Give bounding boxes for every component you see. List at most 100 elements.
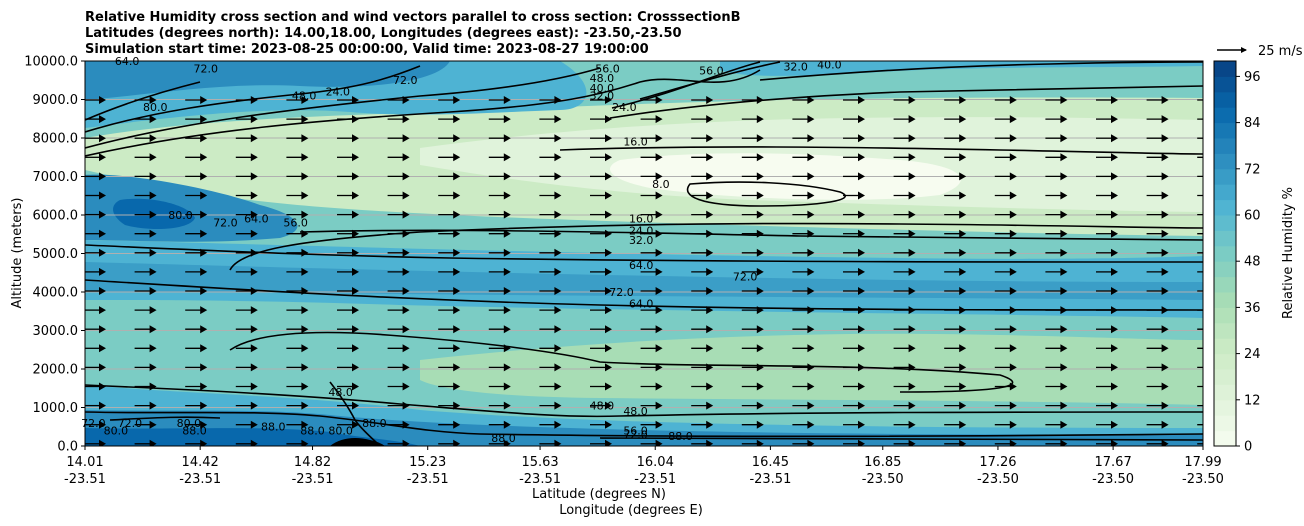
x-tick-label-lon: -23.51 bbox=[64, 472, 106, 487]
wind-vector-head bbox=[503, 115, 511, 124]
wind-vector-head bbox=[706, 420, 714, 429]
wind-vector-head bbox=[402, 306, 410, 315]
wind-vector-head bbox=[503, 344, 511, 353]
wind-vector-head bbox=[605, 382, 612, 391]
wind-vector-head bbox=[402, 420, 410, 429]
wind-vector-head bbox=[200, 153, 208, 162]
wind-vector-head bbox=[1060, 363, 1068, 372]
wind-vector-head bbox=[250, 363, 258, 372]
x-tick-label-lat: 15.23 bbox=[409, 455, 446, 470]
wind-vector-head bbox=[605, 210, 612, 219]
wind-vector-head bbox=[200, 96, 208, 104]
wind-vector-head bbox=[99, 248, 106, 257]
wind-vector-head bbox=[605, 153, 612, 162]
wind-vector-head bbox=[959, 439, 967, 446]
wind-vector-head bbox=[756, 401, 764, 410]
wind-vector-head bbox=[1161, 191, 1169, 200]
wind-vector-head bbox=[605, 459, 612, 467]
wind-vector-head bbox=[807, 96, 815, 104]
wind-vector-head bbox=[200, 325, 208, 334]
wind-vector-head bbox=[554, 191, 562, 200]
wind-vectors bbox=[85, 96, 1203, 467]
wind-vector-head bbox=[959, 153, 967, 162]
wind-vector-head bbox=[655, 344, 663, 353]
wind-vector-head bbox=[1060, 210, 1068, 219]
y-tick-label: 4000.0 bbox=[33, 286, 79, 301]
wind-vector-head bbox=[554, 153, 562, 162]
wind-vector-head bbox=[149, 96, 157, 104]
x-tick-label-lon: -23.50 bbox=[862, 472, 904, 487]
wind-vector-head bbox=[807, 229, 815, 238]
field-top-very-moist bbox=[85, 61, 450, 100]
wind-vector-head bbox=[149, 363, 157, 372]
wind-vector-head bbox=[200, 420, 208, 429]
wind-vector-head bbox=[655, 382, 663, 391]
wind-vector-head bbox=[655, 134, 663, 143]
wind-vector-head bbox=[402, 401, 410, 410]
wind-vector-head bbox=[554, 267, 562, 276]
wind-key-label: 25 m/s bbox=[1258, 44, 1303, 59]
wind-vector-head bbox=[453, 210, 461, 219]
wind-vector-head bbox=[200, 306, 208, 315]
wind-vector-head bbox=[453, 191, 461, 200]
wind-vector-head bbox=[605, 401, 612, 410]
wind-vector-head bbox=[453, 248, 461, 257]
wind-vector-head bbox=[301, 420, 309, 429]
wind-vector-head bbox=[352, 344, 359, 353]
wind-vector-head bbox=[250, 210, 258, 219]
wind-vector-head bbox=[301, 306, 309, 315]
wind-vector-head bbox=[1009, 248, 1017, 257]
wind-vector-head bbox=[554, 115, 562, 124]
wind-vector-head bbox=[554, 401, 562, 410]
wind-vector-head bbox=[402, 382, 410, 391]
wind-vector-head bbox=[756, 267, 764, 276]
x-tick-label-lat: 17.99 bbox=[1184, 455, 1221, 470]
wind-vector-head bbox=[352, 325, 359, 334]
wind-vector-head bbox=[1111, 420, 1118, 429]
wind-vector-head bbox=[301, 267, 309, 276]
wind-vector-head bbox=[250, 153, 258, 162]
wind-vector-head bbox=[402, 153, 410, 162]
wind-vector-head bbox=[1009, 344, 1017, 353]
wind-vector-head bbox=[1111, 382, 1118, 391]
x-axis: 14.01 -23.51 14.42 -23.51 14.82 -23.51 15.23 -2… bbox=[64, 446, 1224, 487]
contour-line-mid bbox=[299, 229, 1203, 241]
wind-vector-head bbox=[807, 325, 815, 334]
wind-vector-head bbox=[149, 115, 157, 124]
wind-vector-head bbox=[1161, 229, 1169, 238]
wind-vector-head bbox=[959, 191, 967, 200]
wind-vector-head bbox=[402, 134, 410, 143]
colorbar-segment bbox=[1214, 353, 1236, 370]
wind-vector-head bbox=[908, 210, 916, 219]
contour-label: 88.0 bbox=[261, 421, 286, 434]
contour-line-64 bbox=[85, 244, 1203, 263]
wind-vector-head bbox=[605, 267, 612, 276]
wind-vector-head bbox=[706, 439, 714, 446]
contour-label: 32.0 bbox=[590, 90, 615, 103]
colorbar-segment bbox=[1214, 338, 1236, 355]
wind-vector-head bbox=[858, 363, 865, 372]
contour-label: 72.0 bbox=[623, 428, 648, 441]
colorbar-tick-label: 0 bbox=[1244, 440, 1252, 455]
wind-vector-head bbox=[554, 306, 562, 315]
colorbar-segment bbox=[1214, 138, 1236, 154]
wind-vector-head bbox=[807, 287, 815, 295]
wind-vector-head bbox=[453, 325, 461, 334]
contour-line-8 bbox=[686, 181, 846, 207]
wind-vector-head bbox=[554, 287, 562, 295]
wind-vector-head bbox=[1060, 325, 1068, 334]
wind-vector-head bbox=[1111, 172, 1118, 181]
colorbar-tick-label: 12 bbox=[1244, 393, 1261, 408]
wind-vector-head bbox=[453, 382, 461, 391]
wind-vector-head bbox=[1060, 459, 1067, 467]
wind-vector-head bbox=[605, 344, 612, 353]
wind-vector-head bbox=[655, 401, 663, 410]
wind-vector-head bbox=[655, 172, 663, 181]
wind-vector-head bbox=[99, 191, 106, 200]
wind-vector-head bbox=[706, 153, 714, 162]
wind-vector-head bbox=[858, 344, 865, 353]
wind-vector-head bbox=[503, 134, 511, 143]
colorbar: 0 12 24 36 48 60 72 84 96 bbox=[1213, 60, 1261, 455]
wind-vector-head bbox=[959, 210, 967, 219]
